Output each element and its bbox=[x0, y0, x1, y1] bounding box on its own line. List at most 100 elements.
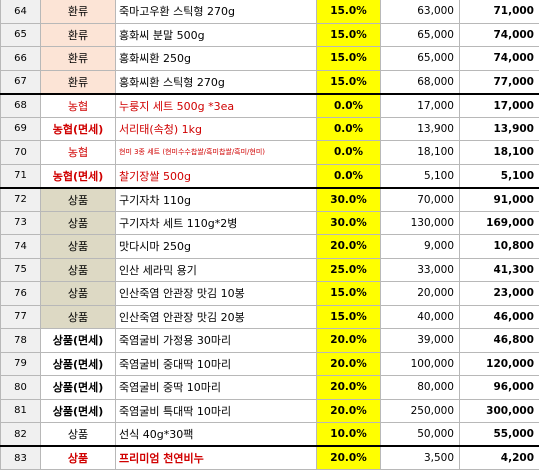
table-row: 78 상품(면세) 죽염굴비 가정용 30마리 20.0% 39,000 46,800 bbox=[0, 328, 539, 353]
sale-price-cell: 18,100 bbox=[459, 140, 539, 165]
margin-rate-cell: 15.0% bbox=[316, 0, 381, 24]
cost-price-cell: 33,000 bbox=[380, 257, 460, 282]
row-number-cell: 71 bbox=[0, 163, 41, 188]
sale-price-cell: 71,000 bbox=[459, 0, 539, 24]
margin-rate-cell: 20.0% bbox=[316, 398, 381, 423]
product-name-cell: 인산죽염 안관장 맛김 20봉 bbox=[115, 304, 317, 329]
row-number-cell: 68 bbox=[0, 92, 41, 118]
row-number-cell: 74 bbox=[0, 234, 41, 259]
row-number-cell: 83 bbox=[0, 445, 41, 470]
table-row: 72 상품 구기자차 110g 30.0% 70,000 91,000 bbox=[0, 186, 539, 212]
row-number-cell: 69 bbox=[0, 116, 41, 141]
sale-price-cell: 96,000 bbox=[459, 375, 539, 400]
sale-price-cell: 5,100 bbox=[459, 163, 539, 188]
cost-price-cell: 3,500 bbox=[380, 445, 460, 470]
sale-price-cell: 41,300 bbox=[459, 257, 539, 282]
category-cell: 농협 bbox=[40, 140, 116, 165]
row-number-cell: 80 bbox=[0, 375, 41, 400]
row-number-cell: 75 bbox=[0, 257, 41, 282]
product-name-cell: 구기자차 세트 110g*2병 bbox=[115, 210, 317, 235]
product-name-cell: 선식 40g*30팩 bbox=[115, 422, 317, 447]
category-cell: 상품 bbox=[40, 210, 116, 235]
row-number-cell: 81 bbox=[0, 398, 41, 423]
sale-price-cell: 55,000 bbox=[459, 422, 539, 447]
table-row: 77 상품 인산죽염 안관장 맛김 20봉 15.0% 40,000 46,000 bbox=[0, 304, 539, 329]
table-row: 73 상품 구기자차 세트 110g*2병 30.0% 130,000 169,000 bbox=[0, 210, 539, 235]
table-row: 80 상품(면세) 죽염굴비 중딱 10마리 20.0% 80,000 96,000 bbox=[0, 375, 539, 400]
row-number-cell: 79 bbox=[0, 351, 41, 376]
cost-price-cell: 250,000 bbox=[380, 398, 460, 423]
margin-rate-cell: 20.0% bbox=[316, 328, 381, 353]
product-name-cell: 홍화씨환 250g bbox=[115, 46, 317, 71]
cost-price-cell: 80,000 bbox=[380, 375, 460, 400]
category-cell: 상품(면세) bbox=[40, 351, 116, 376]
row-number-cell: 67 bbox=[0, 69, 41, 94]
margin-rate-cell: 15.0% bbox=[316, 304, 381, 329]
product-name-cell: 인산죽염 안관장 맛김 10봉 bbox=[115, 281, 317, 306]
table-row: 79 상품(면세) 죽염굴비 중대딱 10마리 20.0% 100,000 120,000 bbox=[0, 351, 539, 376]
sale-price-cell: 74,000 bbox=[459, 22, 539, 47]
table-row: 71 농협(면세) 찰기장쌀 500g 0.0% 5,100 5,100 bbox=[0, 163, 539, 188]
sale-price-cell: 46,000 bbox=[459, 304, 539, 329]
cost-price-cell: 5,100 bbox=[380, 163, 460, 188]
cost-price-cell: 9,000 bbox=[380, 234, 460, 259]
product-name-cell: 찰기장쌀 500g bbox=[115, 163, 317, 188]
margin-rate-cell: 0.0% bbox=[316, 116, 381, 141]
table-row: 70 농협 현미 3종 세트 (현미수수찹쌀/흑미찹쌀/흑미/현미) 0.0% 18,1… bbox=[0, 140, 539, 165]
row-number-cell: 64 bbox=[0, 0, 41, 24]
product-name-cell: 죽염굴비 가정용 30마리 bbox=[115, 328, 317, 353]
sale-price-cell: 300,000 bbox=[459, 398, 539, 423]
product-name-cell: 홍화씨환 스틱형 270g bbox=[115, 69, 317, 94]
cost-price-cell: 130,000 bbox=[380, 210, 460, 235]
category-cell: 상품 bbox=[40, 186, 116, 212]
category-cell: 상품 bbox=[40, 422, 116, 447]
category-cell: 환류 bbox=[40, 0, 116, 24]
category-cell: 상품(면세) bbox=[40, 375, 116, 400]
row-number-cell: 72 bbox=[0, 186, 41, 212]
cost-price-cell: 17,000 bbox=[380, 92, 460, 118]
margin-rate-cell: 30.0% bbox=[316, 210, 381, 235]
category-cell: 농협 bbox=[40, 92, 116, 118]
product-name-cell: 죽염굴비 중딱 10마리 bbox=[115, 375, 317, 400]
category-cell: 환류 bbox=[40, 46, 116, 71]
table-row: 67 환류 홍화씨환 스틱형 270g 15.0% 68,000 77,000 bbox=[0, 69, 539, 94]
table-row: 65 환류 홍화씨 분말 500g 15.0% 65,000 74,000 bbox=[0, 22, 539, 47]
margin-rate-cell: 20.0% bbox=[316, 351, 381, 376]
sale-price-cell: 13,900 bbox=[459, 116, 539, 141]
category-cell: 환류 bbox=[40, 22, 116, 47]
table-row: 69 농협(면세) 서리태(속청) 1kg 0.0% 13,900 13,900 bbox=[0, 116, 539, 141]
row-number-cell: 77 bbox=[0, 304, 41, 329]
product-name-cell: 죽염굴비 중대딱 10마리 bbox=[115, 351, 317, 376]
row-number-cell: 66 bbox=[0, 46, 41, 71]
margin-rate-cell: 20.0% bbox=[316, 234, 381, 259]
cost-price-cell: 39,000 bbox=[380, 328, 460, 353]
product-name-cell: 구기자차 110g bbox=[115, 186, 317, 212]
cost-price-cell: 68,000 bbox=[380, 69, 460, 94]
product-name-cell: 현미 3종 세트 (현미수수찹쌀/흑미찹쌀/흑미/현미) bbox=[115, 140, 317, 165]
table-row: 75 상품 인산 세라믹 용기 25.0% 33,000 41,300 bbox=[0, 257, 539, 282]
product-name-cell: 프리미엄 천연비누 bbox=[115, 445, 317, 470]
sale-price-cell: 77,000 bbox=[459, 69, 539, 94]
margin-rate-cell: 15.0% bbox=[316, 281, 381, 306]
table-row: 74 상품 맛다시마 250g 20.0% 9,000 10,800 bbox=[0, 234, 539, 259]
cost-price-cell: 70,000 bbox=[380, 186, 460, 212]
cost-price-cell: 65,000 bbox=[380, 46, 460, 71]
sale-price-cell: 74,000 bbox=[459, 46, 539, 71]
category-cell: 농협(면세) bbox=[40, 163, 116, 188]
category-cell: 상품 bbox=[40, 234, 116, 259]
sale-price-cell: 10,800 bbox=[459, 234, 539, 259]
cost-price-cell: 100,000 bbox=[380, 351, 460, 376]
margin-rate-cell: 20.0% bbox=[316, 375, 381, 400]
product-name-cell: 맛다시마 250g bbox=[115, 234, 317, 259]
table-row: 83 상품 프리미엄 천연비누 20.0% 3,500 4,200 bbox=[0, 445, 539, 470]
margin-rate-cell: 0.0% bbox=[316, 140, 381, 165]
margin-rate-cell: 30.0% bbox=[316, 186, 381, 212]
category-cell: 상품 bbox=[40, 281, 116, 306]
sale-price-cell: 91,000 bbox=[459, 186, 539, 212]
cost-price-cell: 65,000 bbox=[380, 22, 460, 47]
cost-price-cell: 13,900 bbox=[380, 116, 460, 141]
product-name-cell: 죽마고우환 스틱형 270g bbox=[115, 0, 317, 24]
margin-rate-cell: 15.0% bbox=[316, 46, 381, 71]
product-name-cell: 누룽지 세트 500g *3ea bbox=[115, 92, 317, 118]
